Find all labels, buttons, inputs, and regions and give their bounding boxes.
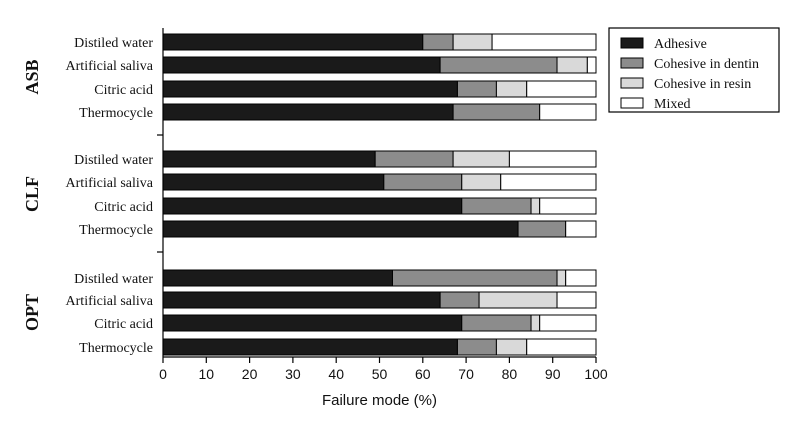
bar-segment: [508, 150, 597, 168]
x-tick-label: 30: [285, 366, 301, 382]
bar-segment: [456, 80, 497, 98]
bar-segment: [530, 314, 541, 332]
plot-area: Distiled water Artificial saliva Citric ac…: [22, 28, 608, 409]
bar-segment: [526, 338, 597, 356]
bar-segment: [452, 150, 510, 168]
bar-segment: [162, 338, 458, 356]
category-label: Thermocycle: [79, 341, 153, 356]
bar-segment: [374, 150, 454, 168]
x-tick-label: 40: [328, 366, 344, 382]
legend-swatch: [620, 97, 644, 109]
bar-segment: [461, 197, 532, 215]
x-tick-label: 70: [458, 366, 474, 382]
bar-segment: [526, 80, 597, 98]
bar-segment: [586, 56, 597, 74]
bar-segment: [478, 291, 558, 309]
bar-segment: [162, 33, 424, 51]
bar-segment: [452, 103, 541, 121]
bar-segment: [530, 197, 541, 215]
bar-segment: [439, 291, 480, 309]
legend-swatch: [620, 37, 644, 49]
category-label: Artificial saliva: [66, 294, 154, 309]
x-tick-label: 90: [545, 366, 561, 382]
bar-segment: [162, 80, 458, 98]
bar-segment: [491, 33, 597, 51]
legend-label: Adhesive: [654, 37, 707, 52]
group-label: CLF: [22, 176, 42, 212]
legend-label: Cohesive in dentin: [654, 57, 759, 72]
x-tick-label: 100: [584, 366, 608, 382]
bar-segment: [162, 103, 454, 121]
bar-segment: [422, 33, 454, 51]
bar-segment: [383, 173, 463, 191]
x-tick-label: 50: [372, 366, 388, 382]
x-tick-label: 0: [159, 366, 167, 382]
bar-segment: [162, 56, 441, 74]
bar-segment: [456, 338, 497, 356]
bar-segment: [461, 314, 532, 332]
category-label: Distiled water: [74, 36, 153, 51]
bar-segment: [565, 269, 597, 287]
bar-segment: [162, 291, 441, 309]
legend-swatch: [620, 57, 644, 69]
category-label: Citric acid: [94, 317, 153, 332]
bar-segment: [162, 173, 385, 191]
category-label: Distiled water: [74, 153, 153, 168]
bar-segment: [162, 314, 463, 332]
x-axis-title: Failure mode (%): [322, 392, 437, 409]
category-label: Citric acid: [94, 200, 153, 215]
bar-segment: [162, 197, 463, 215]
bar-segment: [162, 269, 393, 287]
x-tick-label: 80: [502, 366, 518, 382]
bar-segment: [495, 80, 528, 98]
group-label: OPT: [22, 294, 42, 331]
bar-segment: [391, 269, 558, 287]
bar-segment: [556, 56, 588, 74]
group-label: ASB: [22, 59, 42, 94]
category-label: Thermocycle: [79, 223, 153, 238]
bar-segment: [565, 220, 597, 238]
bar-segment: [539, 103, 597, 121]
category-label: Thermocycle: [79, 106, 153, 121]
bar-segment: [500, 173, 597, 191]
legend-label: Cohesive in resin: [654, 77, 751, 92]
bar-segment: [495, 338, 528, 356]
x-tick-label: 10: [199, 366, 215, 382]
bar-segment: [439, 56, 558, 74]
bar-segment: [539, 314, 597, 332]
x-tick-label: 60: [415, 366, 431, 382]
bar-segment: [162, 150, 376, 168]
x-tick-label: 20: [242, 366, 258, 382]
category-label: Artificial saliva: [66, 176, 154, 191]
bar-segment: [452, 33, 493, 51]
category-label: Artificial saliva: [66, 59, 154, 74]
bar-segment: [162, 220, 519, 238]
bar-segment: [517, 220, 567, 238]
bar-segment: [556, 269, 567, 287]
bar-segment: [461, 173, 502, 191]
legend: Adhesive Cohesive in dentin Cohesive in re…: [608, 27, 780, 113]
bar-segment: [539, 197, 597, 215]
category-label: Distiled water: [74, 272, 153, 287]
legend-swatch: [620, 77, 644, 89]
category-label: Citric acid: [94, 83, 153, 98]
legend-label: Mixed: [654, 97, 691, 112]
bar-segment: [556, 291, 597, 309]
